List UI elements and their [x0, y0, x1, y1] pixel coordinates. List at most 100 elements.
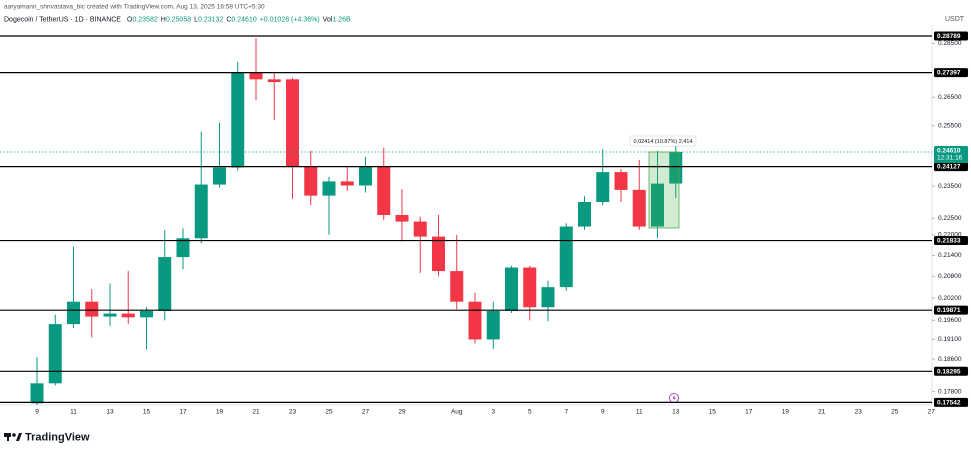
candle-body: [413, 221, 427, 237]
candle-body: [468, 301, 482, 340]
logo-mark: [16, 433, 22, 441]
x-tick-label: 7: [564, 409, 568, 416]
candle-body: [67, 301, 80, 325]
x-tick-label: 25: [325, 409, 333, 416]
plot-area: [0, 38, 932, 405]
countdown: 12:31:16: [937, 155, 963, 162]
level-label-box: [934, 366, 968, 376]
candle-body: [249, 72, 263, 80]
candle-body: [322, 181, 336, 196]
level-label: 0.21833: [937, 238, 961, 245]
candle-body: [304, 166, 318, 196]
y-tick-label: 0.19600: [938, 317, 962, 324]
x-tick-label: 3: [491, 409, 495, 416]
candle-body: [578, 202, 591, 227]
y-tick-label: 0.19100: [938, 336, 962, 343]
volume-value: 1.26B: [332, 16, 351, 23]
level-label-box: [934, 31, 968, 41]
y-tick-label: 0.17800: [938, 388, 962, 395]
x-tick-label: 25: [891, 409, 899, 416]
candle-body: [176, 238, 190, 258]
candle-body: [486, 310, 500, 340]
y-tick-label: 0.21400: [938, 252, 962, 259]
currency: USDT: [945, 16, 965, 23]
event-bolt: [672, 394, 676, 402]
measure-label: 0.02414 (10.87%) 2,414: [633, 139, 692, 145]
y-tick-label: 0.20200: [938, 295, 962, 302]
measure-box: [629, 135, 697, 147]
x-tick-label: 17: [179, 409, 187, 416]
y-tick-label: 0.22500: [938, 215, 962, 222]
x-tick-label: 27: [928, 409, 936, 416]
level-label: 0.17542: [937, 399, 961, 406]
level-label-box: [934, 397, 968, 407]
level-label-box: [934, 68, 968, 78]
candle-body: [158, 257, 172, 311]
candle-body: [286, 79, 299, 167]
candle-body: [377, 166, 391, 216]
ohlc-key: C: [226, 16, 231, 23]
level-label: 0.18295: [937, 368, 961, 375]
x-tick-label: 5: [528, 409, 532, 416]
candle-body: [450, 271, 464, 302]
candle-body: [340, 181, 354, 186]
x-tick-label: 21: [818, 409, 826, 416]
change: +0.01028 (+4.36%): [260, 16, 320, 23]
candle-body: [30, 383, 44, 404]
candle-body: [614, 172, 628, 190]
x-tick-label: 29: [398, 409, 406, 416]
symbol: Dogecoin / TetherUS · 1D · BINANCE: [4, 16, 121, 23]
x-tick-label: 19: [216, 409, 224, 416]
y-tick-label: 0.20800: [938, 273, 962, 280]
y-tick-label: 0.18600: [938, 356, 962, 363]
candle-body: [395, 215, 409, 222]
attribution: aaryamann_shrivastava_bic created with T…: [4, 4, 265, 11]
last-price-box: [934, 145, 968, 163]
ohlc: O0.23582 H0.25058 L0.23132 C0.24610 +0.01028…: [127, 16, 351, 23]
candle-body: [505, 267, 518, 311]
y-tick-label: 0.28500: [938, 40, 962, 47]
level-label: 0.24127: [937, 164, 961, 171]
logo-mark: [7, 433, 9, 441]
x-tick-label: 9: [35, 409, 39, 416]
x-tick-label: 27: [362, 409, 370, 416]
candle-body: [48, 324, 62, 384]
level-label-box: [934, 236, 968, 246]
symbol-header: Dogecoin / TetherUS · 1D · BINANCE O0.235…: [4, 16, 351, 23]
ohlc-key: L: [194, 16, 198, 23]
ohlc-value: 0.23132: [198, 16, 223, 23]
candle-body: [596, 172, 610, 203]
ohlc-key: H: [161, 16, 166, 23]
candle-body: [359, 166, 372, 186]
ohlc-value: 0.25058: [166, 16, 191, 23]
volume-key: Vol: [323, 16, 333, 23]
x-tick-label: 17: [745, 409, 753, 416]
candle-body: [651, 183, 664, 227]
candle-body: [541, 287, 555, 308]
last-price-label: 0.24610: [937, 148, 961, 155]
x-tick-label: 13: [672, 409, 680, 416]
ohlc-value: 0.24610: [231, 16, 256, 23]
x-tick-label: 23: [289, 409, 297, 416]
candle-body: [432, 236, 445, 272]
x-tick-label: 23: [855, 409, 863, 416]
x-tick-label: 15: [143, 409, 151, 416]
x-tick-label: 13: [106, 409, 114, 416]
x-tick-label: 21: [252, 409, 260, 416]
logo-text: TradingView: [25, 431, 90, 443]
candle-body: [632, 189, 646, 227]
level-label-box: [934, 305, 968, 315]
y-tick-label: 0.22000: [938, 232, 962, 239]
level-label: 0.19871: [937, 307, 961, 314]
ohlc-key: O: [127, 16, 133, 23]
x-tick-label: 19: [782, 409, 790, 416]
level-label: 0.28789: [937, 33, 961, 40]
logo: TradingView: [4, 431, 90, 443]
candle-body: [140, 310, 153, 318]
level-label: 0.27397: [937, 70, 961, 77]
candle-body: [267, 79, 281, 83]
ohlc-value: 0.23582: [132, 16, 157, 23]
candle-body: [559, 226, 573, 288]
